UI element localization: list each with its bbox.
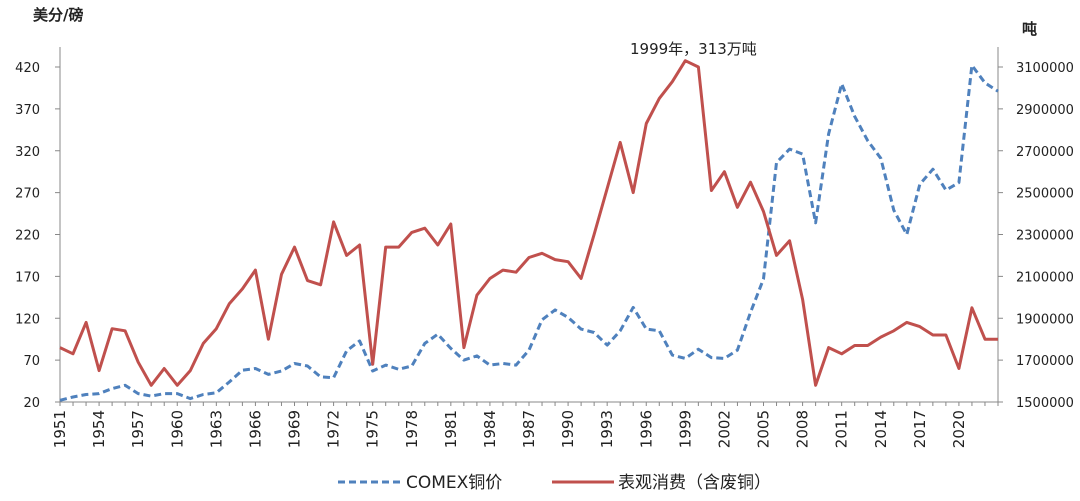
x-tick-label: 1954 (90, 410, 108, 448)
right-tick-label: 1500000 (1016, 396, 1074, 411)
right-tick-label: 2700000 (1016, 145, 1074, 160)
right-tick-label: 2500000 (1016, 187, 1074, 202)
right-axis-title: 吨 (1022, 20, 1037, 38)
x-tick-label: 2011 (833, 410, 851, 448)
legend-label-consumption: 表观消费（含废铜） (618, 473, 771, 493)
x-tick-label: 1981 (442, 410, 460, 448)
x-tick-label: 1984 (481, 410, 499, 448)
left-tick-label: 70 (23, 354, 40, 369)
x-tick-label: 2014 (872, 410, 890, 448)
right-tick-label: 1700000 (1016, 354, 1074, 369)
x-tick-label: 1960 (168, 410, 186, 448)
left-tick-label: 170 (15, 270, 40, 285)
x-tick-label: 1951 (51, 410, 69, 448)
x-axis-ticks: 1951 1954 1957 1960 1963 1966 1969 1972 1975 1978… (51, 402, 999, 448)
left-tick-label: 320 (15, 145, 40, 160)
right-tick-label: 2100000 (1016, 270, 1074, 285)
x-tick-label: 1999 (676, 410, 694, 448)
right-tick-label: 2300000 (1016, 229, 1074, 244)
left-tick-label: 270 (15, 187, 40, 202)
x-tick-label: 2005 (755, 410, 773, 448)
x-tick-label: 1972 (325, 410, 343, 448)
x-tick-label: 1975 (364, 410, 382, 448)
x-tick-label: 1987 (520, 410, 538, 448)
x-tick-label: 1957 (129, 410, 147, 448)
x-tick-label: 1993 (598, 410, 616, 448)
legend: COMEX铜价 表观消费（含废铜） (338, 473, 771, 493)
x-tick-label: 2002 (715, 410, 733, 448)
series-line-consumption (59, 59, 998, 387)
right-tick-label: 2900000 (1016, 103, 1074, 118)
x-tick-label: 2008 (794, 410, 812, 448)
left-tick-label: 120 (15, 312, 40, 327)
legend-label-comex: COMEX铜价 (406, 473, 502, 493)
left-tick-label: 370 (15, 103, 40, 118)
x-tick-label: 1978 (403, 410, 421, 448)
x-tick-label: 2017 (911, 410, 929, 448)
x-tick-label: 2020 (950, 410, 968, 448)
right-tick-label: 1900000 (1016, 312, 1074, 327)
left-axis-ticks: 20 70 120 170 220 270 320 370 420 (15, 61, 60, 411)
x-tick-label: 1990 (559, 410, 577, 448)
x-tick-label: 1969 (286, 410, 304, 448)
series-layer (59, 59, 999, 402)
right-axis-ticks: 1500000 1700000 1900000 2100000 2300000 25000… (998, 61, 1074, 411)
left-tick-label: 220 (15, 229, 40, 244)
x-tick-label: 1996 (637, 410, 655, 448)
right-tick-label: 3100000 (1016, 61, 1074, 76)
peak-annotation: 1999年，313万吨 (630, 40, 757, 58)
left-tick-label: 420 (15, 61, 40, 76)
x-tick-label: 1966 (246, 410, 264, 448)
x-tick-label: 1963 (207, 410, 225, 448)
left-tick-label: 20 (23, 396, 40, 411)
left-axis-title: 美分/磅 (33, 6, 83, 24)
